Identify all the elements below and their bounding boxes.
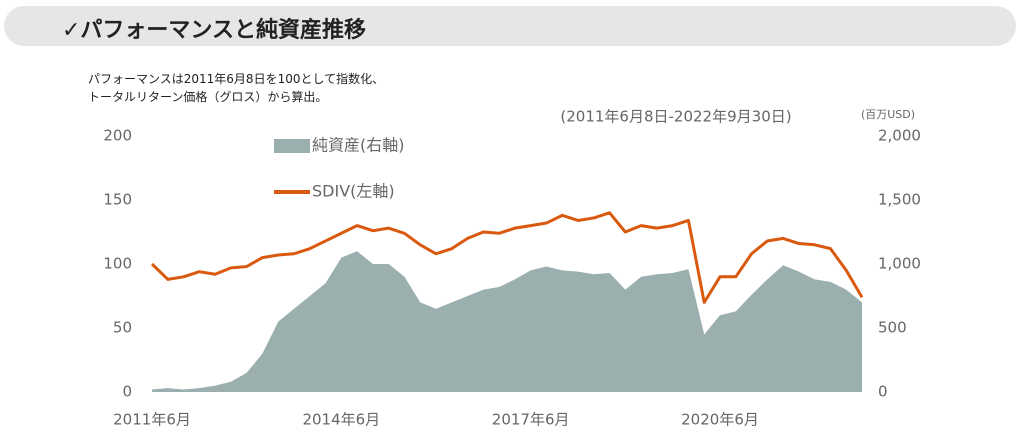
y2-tick-label: 1,000	[878, 255, 921, 273]
line	[150, 211, 864, 304]
y-tick-label: 100	[103, 255, 132, 273]
area	[152, 251, 862, 392]
y2-tick-label: 500	[878, 319, 907, 337]
y2-tick-label: 1,500	[878, 191, 921, 209]
y2-unit: (百万USD)	[861, 108, 915, 121]
x-tick-label: 2014年6月	[302, 411, 380, 429]
y-tick-label: 0	[122, 383, 132, 401]
note: トータルリターン価格（グロス）から算出。	[88, 90, 328, 104]
subtitle: (2011年6月8日-2022年9月30日)	[560, 108, 791, 126]
header-bar: ✓パフォーマンスと純資産推移	[4, 6, 1016, 46]
y-tick-label: 200	[103, 127, 132, 145]
x-tick-label: 2020年6月	[681, 411, 759, 429]
legend-label: SDIV(左軸)	[312, 182, 395, 201]
y-tick-label: 50	[113, 319, 132, 337]
note: パフォーマンスは2011年6月8日を100として指数化、	[88, 72, 385, 86]
x-tick-label: 2017年6月	[492, 411, 570, 429]
legend-label: 純資産(右軸)	[312, 136, 405, 155]
y2-tick-label: 0	[878, 383, 888, 401]
legend-swatch	[274, 139, 310, 153]
x-tick-label: 2011年6月	[113, 411, 191, 429]
y2-tick-label: 2,000	[878, 127, 921, 145]
header-title: ✓パフォーマンスと純資産推移	[62, 18, 366, 43]
y-tick-label: 150	[103, 191, 132, 209]
